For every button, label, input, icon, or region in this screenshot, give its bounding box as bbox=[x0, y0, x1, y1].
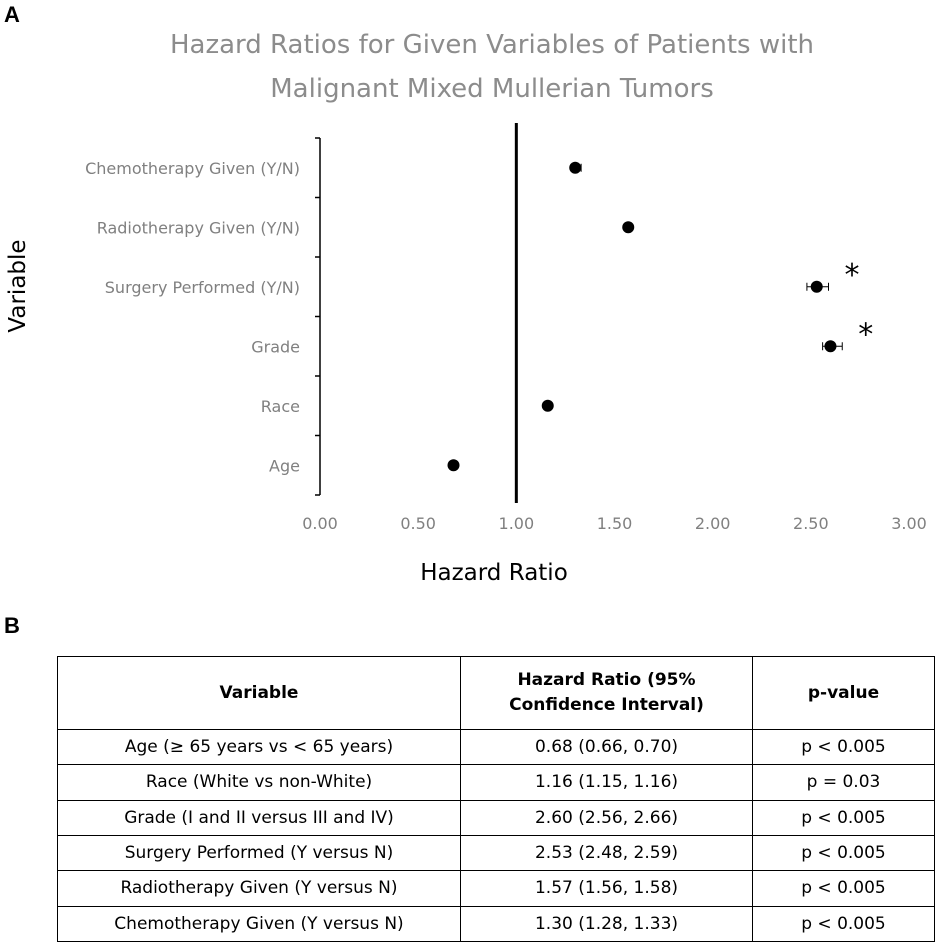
table-row: Age (≥ 65 years vs < 65 years) 0.68 (0.6… bbox=[57, 728, 935, 766]
cell-variable: Grade (I and II versus III and IV) bbox=[57, 799, 461, 836]
x-tick-label: 1.50 bbox=[597, 514, 633, 533]
data-point bbox=[447, 459, 460, 472]
x-tick-label: 3.00 bbox=[891, 514, 927, 533]
header-variable: Variable bbox=[57, 656, 461, 730]
x-tick-label: 2.00 bbox=[695, 514, 731, 533]
cell-hazard-ratio: 0.68 (0.66, 0.70) bbox=[460, 728, 753, 766]
panel-label-b: B bbox=[4, 613, 20, 638]
cell-p-value: p < 0.005 bbox=[752, 905, 935, 942]
panel-label-a: A bbox=[4, 2, 20, 27]
table-row: Chemotherapy Given (Y versus N) 1.30 (1.… bbox=[57, 905, 935, 942]
data-point bbox=[810, 280, 823, 293]
data-point bbox=[569, 161, 582, 174]
y-tick-label: Grade bbox=[251, 337, 300, 356]
data-point bbox=[824, 340, 837, 353]
header-p-value: p-value bbox=[752, 656, 935, 730]
hazard-ratio-table: Variable Hazard Ratio (95% Confidence In… bbox=[57, 656, 935, 942]
chart-title: Hazard Ratios for Given Variables of Pat… bbox=[170, 30, 814, 104]
x-tick-label: 0.00 bbox=[302, 514, 338, 533]
chart-title-line: Malignant Mixed Mullerian Tumors bbox=[270, 74, 714, 104]
y-tick-label: Age bbox=[269, 456, 300, 475]
table-header-row: Variable Hazard Ratio (95% Confidence In… bbox=[57, 656, 935, 730]
cell-variable: Age (≥ 65 years vs < 65 years) bbox=[57, 728, 461, 766]
cell-p-value: p = 0.03 bbox=[752, 764, 935, 801]
cell-p-value: p < 0.005 bbox=[752, 834, 935, 872]
cell-variable: Race (White vs non-White) bbox=[57, 764, 461, 801]
forest-plot: Hazard Ratios for Given Variables of Pat… bbox=[5, 30, 927, 586]
x-axis-ticks: 0.00 0.50 1.00 1.50 2.00 2.50 3.00 bbox=[302, 514, 927, 533]
header-hazard-ratio: Hazard Ratio (95% Confidence Interval) bbox=[460, 656, 753, 730]
y-tick-label: Surgery Performed (Y/N) bbox=[105, 278, 300, 297]
cell-variable: Surgery Performed (Y versus N) bbox=[57, 834, 461, 872]
data-marks: ** bbox=[447, 161, 873, 472]
table-row: Radiotherapy Given (Y versus N) 1.57 (1.… bbox=[57, 870, 935, 907]
cell-hazard-ratio: 1.16 (1.15, 1.16) bbox=[460, 764, 753, 801]
significance-marker: * bbox=[845, 258, 860, 293]
data-point bbox=[541, 399, 554, 412]
chart-title-line: Hazard Ratios for Given Variables of Pat… bbox=[170, 30, 814, 60]
cell-hazard-ratio: 2.53 (2.48, 2.59) bbox=[460, 834, 753, 872]
x-tick-label: 0.50 bbox=[400, 514, 436, 533]
cell-p-value: p < 0.005 bbox=[752, 728, 935, 766]
cell-hazard-ratio: 2.60 (2.56, 2.66) bbox=[460, 799, 753, 836]
table-row: Grade (I and II versus III and IV) 2.60 … bbox=[57, 799, 935, 836]
x-axis-title: Hazard Ratio bbox=[420, 560, 568, 586]
y-axis: Chemotherapy Given (Y/N) Radiotherapy Giv… bbox=[85, 137, 321, 496]
axis-titles: Hazard Ratio Variable bbox=[5, 239, 568, 586]
table-row: Surgery Performed (Y versus N) 2.53 (2.4… bbox=[57, 834, 935, 872]
header-hazard-ratio-line1: Hazard Ratio (95% bbox=[517, 670, 696, 690]
x-tick-label: 1.00 bbox=[499, 514, 535, 533]
cell-hazard-ratio: 1.30 (1.28, 1.33) bbox=[460, 905, 753, 942]
y-tick-label: Chemotherapy Given (Y/N) bbox=[85, 159, 300, 178]
cell-variable: Radiotherapy Given (Y versus N) bbox=[57, 870, 461, 907]
y-axis-title: Variable bbox=[5, 239, 31, 332]
y-tick-label: Radiotherapy Given (Y/N) bbox=[97, 218, 300, 237]
cell-variable: Chemotherapy Given (Y versus N) bbox=[57, 905, 461, 942]
y-tick-label: Race bbox=[261, 397, 300, 416]
significance-marker: * bbox=[858, 317, 873, 352]
data-point bbox=[622, 221, 635, 234]
x-tick-label: 2.50 bbox=[793, 514, 829, 533]
cell-p-value: p < 0.005 bbox=[752, 870, 935, 907]
cell-hazard-ratio: 1.57 (1.56, 1.58) bbox=[460, 870, 753, 907]
cell-p-value: p < 0.005 bbox=[752, 799, 935, 836]
table-row: Race (White vs non-White) 1.16 (1.15, 1.… bbox=[57, 764, 935, 801]
header-hazard-ratio-line2: Confidence Interval) bbox=[509, 695, 704, 715]
